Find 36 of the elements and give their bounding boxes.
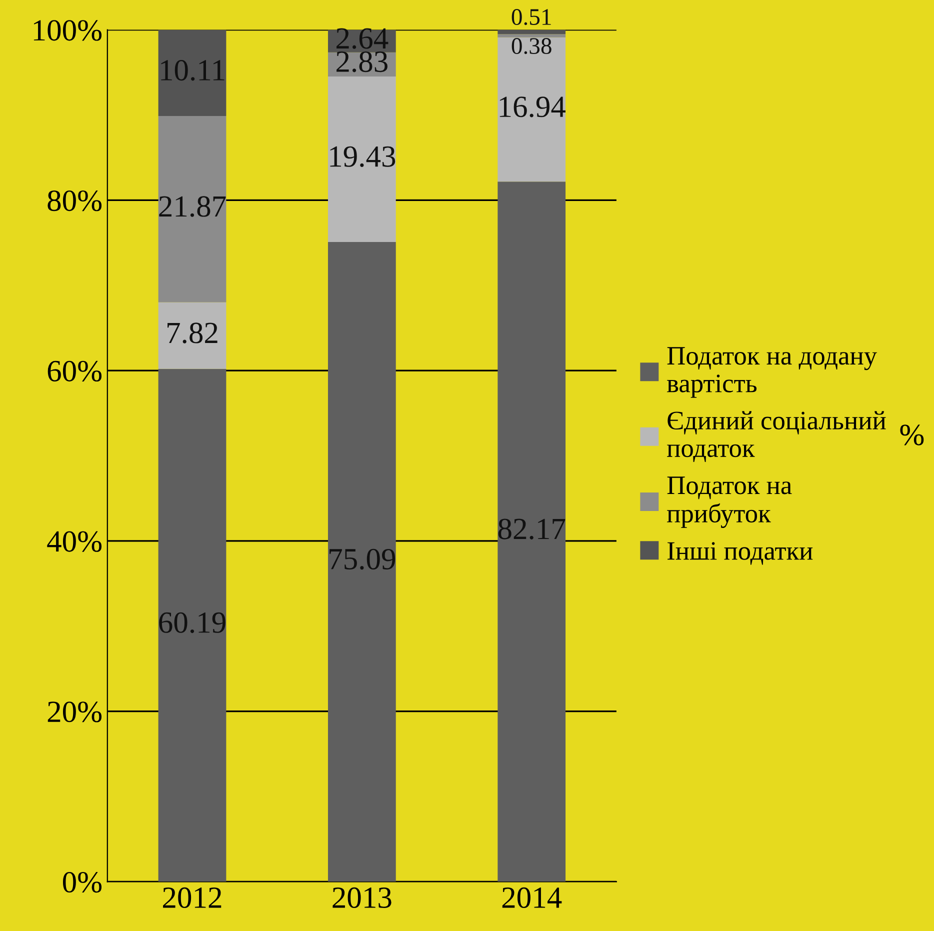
x-tick-label: 2013 — [332, 887, 392, 908]
y-tick-label: 80% — [48, 190, 102, 212]
bar — [498, 37, 566, 182]
data-label: 2.64 — [336, 28, 388, 49]
data-label: 19.43 — [330, 146, 396, 168]
bar — [158, 368, 226, 882]
y-tick-label: 0% — [62, 872, 102, 893]
x-tick-label: 2014 — [502, 887, 562, 908]
bar — [328, 242, 396, 882]
data-label: 21.87 — [159, 196, 226, 217]
data-label: 16.94 — [500, 96, 566, 118]
data-label: 60.19 — [159, 612, 226, 634]
text: % — [900, 424, 924, 446]
data-label: 82.17 — [498, 518, 566, 540]
data-label: 75.09 — [330, 548, 396, 570]
data-label: 0.51 — [512, 9, 551, 26]
bar — [498, 34, 566, 38]
bar — [498, 30, 566, 34]
bar — [158, 30, 226, 116]
y-tick-label: 100% — [34, 20, 102, 41]
bar — [158, 116, 226, 302]
legend-label: Податок на прибуток — [667, 476, 792, 528]
data-label: 7.82 — [168, 322, 218, 344]
data-label: 0.38 — [512, 38, 552, 54]
bar — [158, 302, 226, 369]
legend-label: Податок на додану вартість — [667, 347, 877, 398]
data-label: 2.83 — [336, 51, 388, 72]
y-tick-label: 40% — [47, 531, 102, 552]
legend-label: Інші податки — [668, 542, 813, 565]
bar — [328, 76, 396, 242]
y-tick-label: 20% — [48, 702, 102, 722]
y-tick-label: 60% — [48, 360, 102, 382]
bar — [498, 182, 566, 882]
data-label: 10.11 — [161, 60, 224, 81]
legend-label: Єдиний соціальний податок — [667, 411, 886, 462]
x-tick-label: 2012 — [163, 887, 222, 908]
